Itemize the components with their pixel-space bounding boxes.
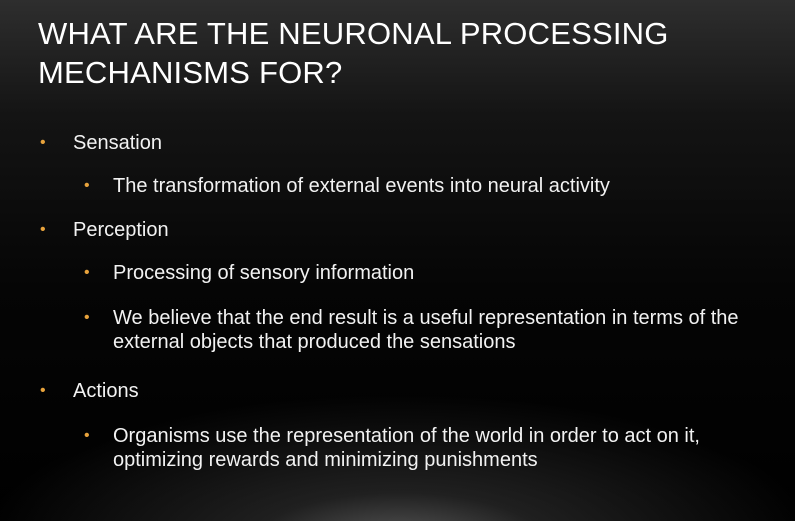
bullet-icon: • [84,427,90,444]
sub-bullet-item: • Processing of sensory information [84,261,415,285]
slide-title: WHAT ARE THE NEURONAL PROCESSING MECHANI… [38,14,778,92]
bullet-icon: • [40,382,46,399]
bullet-text: Processing of sensory information [113,262,415,284]
bullet-icon: • [40,221,46,238]
bullet-icon: • [84,309,90,326]
bullet-text: Actions [73,380,139,402]
bullet-icon: • [84,264,90,281]
bullet-item-perception: • Perception [40,218,169,242]
bullet-item-actions: • Actions [40,379,139,403]
title-line-2: MECHANISMS FOR? [38,55,343,90]
sub-bullet-item: • Organisms use the representation of th… [84,424,700,472]
title-line-1: WHAT ARE THE NEURONAL PROCESSING [38,16,669,51]
bullet-text-line-2: optimizing rewards and minimizing punish… [113,449,538,471]
bullet-text-line-1: We believe that the end result is a usef… [113,307,739,329]
bullet-text: Sensation [73,132,162,154]
bullet-icon: • [84,177,90,194]
bullet-text-line-2: external objects that produced the sensa… [113,331,516,353]
bullet-text-line-1: Organisms use the representation of the … [113,425,700,447]
sub-bullet-item: • We believe that the end result is a us… [84,306,739,354]
bullet-text: Perception [73,219,169,241]
sub-bullet-item: • The transformation of external events … [84,174,610,198]
bullet-text: The transformation of external events in… [113,175,610,197]
bullet-item-sensation: • Sensation [40,131,162,155]
bullet-icon: • [40,134,46,151]
